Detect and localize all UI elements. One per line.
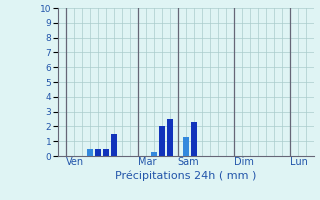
Bar	[103, 149, 108, 156]
Bar	[87, 149, 92, 156]
Bar	[151, 152, 156, 156]
Bar	[159, 126, 164, 156]
Bar	[95, 149, 100, 156]
Bar	[111, 134, 116, 156]
Bar	[191, 122, 196, 156]
Bar	[183, 137, 188, 156]
Bar	[167, 119, 172, 156]
X-axis label: Précipitations 24h ( mm ): Précipitations 24h ( mm )	[115, 170, 256, 181]
